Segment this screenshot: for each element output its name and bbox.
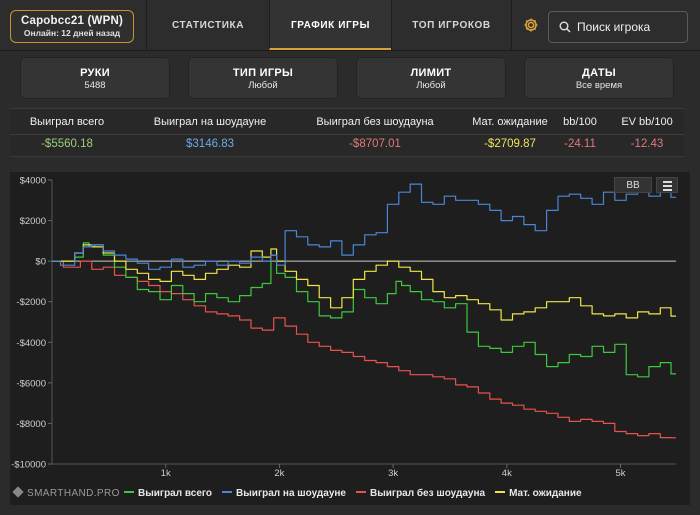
y-tick-label: -$10000: [11, 460, 46, 471]
legend-label: Выиграл на шоудауне: [236, 488, 346, 499]
legend-swatch: [124, 491, 134, 493]
legend-label: Мат. ожидание: [509, 488, 582, 499]
stat-header: Выиграл без шоудауна: [316, 116, 434, 128]
player-online-status: Онлайн: 12 дней назад: [23, 28, 121, 38]
legend-swatch: [222, 491, 233, 493]
filter-hands-value: 5488: [84, 80, 106, 91]
stat-value-ev-bb100: -12.43: [630, 138, 664, 150]
bb-toggle-button[interactable]: BB: [614, 177, 652, 193]
player-search[interactable]: [548, 11, 688, 43]
y-tick-label: -$2000: [16, 297, 46, 308]
top-navigation: Capobcc21 (WPN) Онлайн: 12 дней назад СТ…: [0, 0, 700, 51]
filter-dates[interactable]: ДАТЫ Все время: [524, 57, 674, 99]
winnings-chart: $4000 $2000 $0 -$2000 -$4000 -$6000 -$8000 -$10…: [10, 172, 690, 505]
stat-header: EV bb/100: [621, 116, 673, 128]
search-input[interactable]: [577, 18, 682, 36]
filter-game-type[interactable]: ТИП ИГРЫ Любой: [188, 57, 338, 99]
stat-header: Выиграл всего: [29, 116, 105, 128]
y-tick-label: $0: [35, 257, 46, 268]
filter-limit-value: Любой: [416, 80, 446, 91]
stat-value-total: -$5560.18: [41, 138, 93, 150]
legend-swatch: [356, 491, 366, 493]
legend-item[interactable]: Мат. ожидание: [495, 488, 582, 499]
settings-button[interactable]: [511, 0, 549, 50]
filter-hands[interactable]: РУКИ 5488: [20, 57, 170, 99]
stat-header: Выиграл на шоудауне: [153, 116, 267, 128]
x-tick-label: 2k: [274, 468, 284, 479]
menu-icon: [663, 185, 672, 187]
stat-value-non-showdown: -$8707.01: [349, 138, 401, 150]
tab-top-players[interactable]: ТОП ИГРОКОВ: [391, 0, 511, 50]
filter-dates-value: Все время: [575, 80, 623, 91]
x-tick-label: 1k: [161, 468, 171, 479]
stat-header: bb/100: [563, 116, 597, 128]
legend-item[interactable]: Выиграл на шоудауне: [222, 488, 346, 499]
stat-header: Мат. ожидание: [472, 116, 548, 128]
x-tick-label: 5k: [615, 468, 625, 479]
filter-game-type-title: ТИП ИГРЫ: [232, 67, 294, 79]
stat-value-ev: -$2709.87: [484, 138, 536, 150]
series-line-0: [52, 242, 676, 378]
filter-hands-title: РУКИ: [80, 67, 110, 79]
legend-item[interactable]: Выиграл всего: [124, 488, 212, 499]
y-tick-label: $2000: [20, 216, 46, 227]
legend-item[interactable]: Выиграл без шоудауна: [356, 488, 485, 499]
brand-logo: SMARTHAND.PRO: [12, 486, 120, 499]
x-tick-label: 3k: [388, 468, 398, 479]
menu-icon: [663, 181, 672, 183]
tab-statistics[interactable]: СТАТИСТИКА: [146, 0, 269, 50]
filter-dates-title: ДАТЫ: [582, 67, 616, 79]
y-tick-label: $4000: [20, 176, 46, 187]
legend-label: Выиграл всего: [138, 488, 213, 499]
tab-game-chart[interactable]: ГРАФИК ИГРЫ: [269, 0, 391, 50]
series-line-3: [52, 244, 676, 321]
brand-icon: [12, 486, 24, 498]
chart-menu-button[interactable]: [656, 177, 678, 193]
x-tick-label: 4k: [502, 468, 512, 479]
search-icon: [559, 21, 571, 33]
stats-table: Выиграл всего -$5560.18 Выиграл на шоуда…: [10, 108, 684, 157]
legend-swatch: [495, 491, 506, 493]
chart-canvas: $4000 $2000 $0 -$2000 -$4000 -$6000 -$8000 -$10…: [11, 176, 676, 479]
menu-icon: [663, 189, 672, 191]
divider: [10, 134, 684, 135]
y-tick-label: -$6000: [16, 378, 46, 389]
y-tick-label: -$8000: [16, 419, 46, 430]
series-line-1: [52, 183, 676, 270]
filter-limit-title: ЛИМИТ: [410, 67, 452, 79]
player-name: Capobcc21 (WPN): [20, 15, 124, 27]
series-line-2: [52, 260, 676, 439]
filter-game-type-value: Любой: [248, 80, 278, 91]
y-tick-label: -$4000: [16, 338, 46, 349]
stat-value-bb100: -24.11: [564, 138, 596, 150]
filter-limit[interactable]: ЛИМИТ Любой: [356, 57, 506, 99]
gear-icon: [524, 18, 538, 32]
legend-label: Выиграл без шоудауна: [370, 488, 486, 499]
stat-value-showdown: $3146.83: [186, 138, 234, 150]
chart-legend: Выиграл всего Выиграл на шоудауне Выиграл …: [124, 488, 592, 499]
player-card[interactable]: Capobcc21 (WPN) Онлайн: 12 дней назад: [10, 10, 134, 43]
brand-text: SMARTHAND.PRO: [27, 488, 120, 499]
